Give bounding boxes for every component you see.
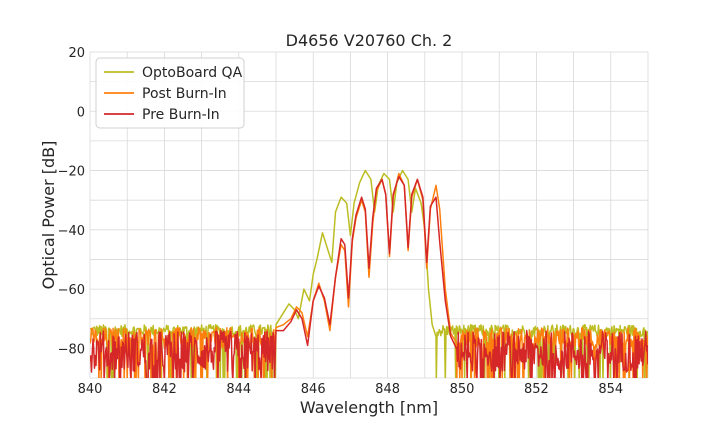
legend-entry: OptoBoard QA [142,65,243,81]
legend-entry: Post Burn-In [142,86,227,102]
legend-entry: Pre Burn-In [142,107,220,123]
x-tick-label: 846 [301,382,326,397]
series-lines [90,169,648,378]
legend: OptoBoard QA Post Burn-In Pre Burn-In [95,57,245,129]
y-tick-label: −40 [58,224,85,239]
y-tick-label: 0 [77,105,85,120]
x-tick-label: 850 [450,382,475,397]
series-line [90,175,648,378]
y-tick-label: 20 [68,46,85,61]
chart-title: D4656 V20760 Ch. 2 [286,31,453,50]
legend-box [95,57,245,129]
x-tick-label: 842 [152,382,177,397]
x-tick-label: 840 [78,382,103,397]
y-tick-label: −80 [58,342,85,357]
y-axis-label: Optical Power [dB] [39,141,58,290]
x-tick-label: 848 [375,382,400,397]
x-axis-label: Wavelength [nm] [300,398,438,417]
x-tick-label: 852 [524,382,549,397]
y-tick-label: −20 [58,165,85,180]
y-tick-label: −60 [58,283,85,298]
x-tick-label: 844 [226,382,251,397]
x-tick-label: 854 [598,382,623,397]
tick-labels: 840 842 844 846 848 850 852 854 20 0 −20 −40 −60 −80 [58,46,624,397]
